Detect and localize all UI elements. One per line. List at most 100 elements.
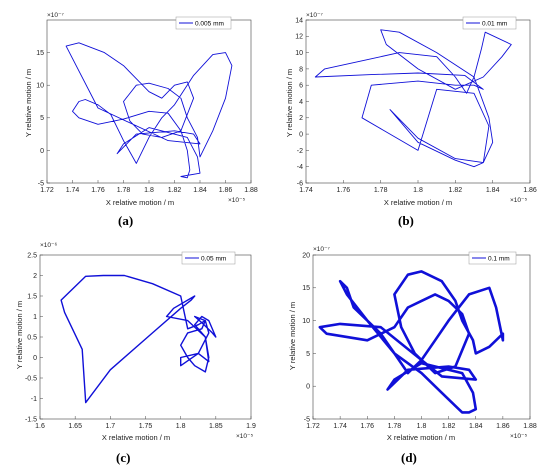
y-tick-label: -0.5 xyxy=(25,375,37,382)
x-exponent-label: ×10⁻⁵ xyxy=(228,197,245,204)
y-exponent-label: ×10⁻⁷ xyxy=(313,246,330,253)
x-tick-label: 1.76 xyxy=(91,187,105,194)
x-tick-label: 1.82 xyxy=(442,423,456,430)
plot-area-frame xyxy=(305,19,531,184)
y-tick-label: 20 xyxy=(302,252,310,259)
x-tick-label: 1.75 xyxy=(139,423,153,430)
y-tick-label: 8 xyxy=(299,66,303,73)
plot-area-frame xyxy=(39,254,252,420)
y-tick-label: 2 xyxy=(299,115,303,122)
x-tick-label: 1.8 xyxy=(417,423,427,430)
y-tick-label: -5 xyxy=(38,180,44,187)
y-axis-label: Y relative motion / m xyxy=(285,69,294,137)
legend-box xyxy=(175,16,232,30)
x-tick-label: 1.76 xyxy=(360,423,374,430)
y-tick-label: -6 xyxy=(297,180,303,187)
x-tick-label: 1.78 xyxy=(388,423,402,430)
y-tick-label: 0.5 xyxy=(27,334,37,341)
plot-area-frame xyxy=(46,19,252,184)
x-tick-label: 1.78 xyxy=(374,187,388,194)
y-tick-label: -5 xyxy=(304,416,310,423)
x-tick-label: 1.86 xyxy=(496,423,510,430)
x-tick-label: 1.8 xyxy=(413,187,423,194)
x-axis-label: X relative motion / m xyxy=(387,433,455,442)
y-tick-label: 10 xyxy=(295,50,303,57)
x-tick-label: 1.65 xyxy=(68,423,82,430)
legend: 0.01 mm xyxy=(462,16,517,30)
x-tick-label: 1.8 xyxy=(144,187,154,194)
x-tick-label: 1.8 xyxy=(176,423,186,430)
x-exponent-label: ×10⁻⁵ xyxy=(510,197,527,204)
series-line xyxy=(314,29,512,168)
x-axis-label: X relative motion / m xyxy=(106,198,174,207)
chart-panel-c: ×10⁻⁶ ×10⁻⁵ X relative motion / m Y rela… xyxy=(15,242,256,465)
legend: 0.1 mm xyxy=(468,251,517,265)
x-tick-label: 1.88 xyxy=(244,187,258,194)
y-tick-label: 2 xyxy=(33,273,37,280)
x-tick-label: 1.84 xyxy=(469,423,483,430)
x-tick-label: 1.85 xyxy=(209,423,223,430)
chart-panel-d: ×10⁻⁷ ×10⁻⁵ X relative motion / m Y rela… xyxy=(288,246,537,465)
series-line xyxy=(65,42,233,179)
x-tick-label: 1.9 xyxy=(246,423,256,430)
x-tick-label: 1.84 xyxy=(193,187,207,194)
legend-box xyxy=(181,251,236,265)
y-tick-label: 4 xyxy=(299,99,303,106)
x-tick-label: 1.6 xyxy=(35,423,45,430)
x-tick-label: 1.86 xyxy=(523,187,537,194)
y-tick-label: 15 xyxy=(302,285,310,292)
x-exponent-label: ×10⁻⁵ xyxy=(236,433,253,440)
y-tick-label: -2 xyxy=(297,148,303,155)
series-line xyxy=(318,270,505,414)
y-exponent-label: ×10⁻⁶ xyxy=(40,242,57,249)
x-tick-label: 1.74 xyxy=(299,187,313,194)
x-tick-label: 1.78 xyxy=(117,187,131,194)
x-tick-label: 1.7 xyxy=(105,423,115,430)
y-tick-label: 5 xyxy=(40,115,44,122)
legend: 0.05 mm xyxy=(181,251,236,265)
y-tick-label: 5 xyxy=(306,351,310,358)
y-exponent-label: ×10⁻⁷ xyxy=(306,12,323,19)
y-axis-label: Y relative motion / m xyxy=(15,301,24,369)
y-tick-label: -4 xyxy=(297,164,303,171)
y-tick-label: -1 xyxy=(31,396,37,403)
y-exponent-label: ×10⁻⁷ xyxy=(47,12,64,19)
legend-label: 0.01 mm xyxy=(482,21,507,28)
y-tick-label: 2.5 xyxy=(27,252,37,259)
series-line xyxy=(60,274,217,404)
y-tick-label: 0 xyxy=(40,148,44,155)
y-tick-label: 12 xyxy=(295,34,303,41)
panel-label-b: (b) xyxy=(398,213,414,228)
x-tick-label: 1.82 xyxy=(168,187,182,194)
x-tick-label: 1.74 xyxy=(333,423,347,430)
panel-label-a: (a) xyxy=(118,213,133,228)
legend-label: 0.005 mm xyxy=(195,21,224,28)
x-tick-label: 1.82 xyxy=(449,187,463,194)
x-tick-label: 1.72 xyxy=(306,423,320,430)
legend: 0.005 mm xyxy=(175,16,232,30)
y-tick-label: 1.5 xyxy=(27,293,37,300)
y-tick-label: 0 xyxy=(33,355,37,362)
y-axis-label: Y relative motion / m xyxy=(288,302,297,370)
y-tick-label: 0 xyxy=(299,132,303,139)
x-tick-label: 1.86 xyxy=(219,187,233,194)
chart-panel-b: ×10⁻⁷ ×10⁻⁵ X relative motion / m Y rela… xyxy=(285,12,537,228)
legend-label: 0.05 mm xyxy=(201,256,226,263)
legend-label: 0.1 mm xyxy=(488,256,510,263)
x-exponent-label: ×10⁻⁵ xyxy=(510,433,527,440)
x-tick-label: 1.84 xyxy=(486,187,500,194)
y-tick-label: 14 xyxy=(295,17,303,24)
x-tick-label: 1.76 xyxy=(337,187,351,194)
x-tick-label: 1.72 xyxy=(40,187,54,194)
y-tick-label: 1 xyxy=(33,314,37,321)
y-tick-label: 10 xyxy=(302,318,310,325)
y-axis-label: Y relative motion / m xyxy=(24,69,33,137)
x-tick-label: 1.88 xyxy=(523,423,537,430)
chart-panel-a: ×10⁻⁷ ×10⁻⁵ X relative motion / m Y rela… xyxy=(24,12,258,228)
y-tick-label: -1.5 xyxy=(25,416,37,423)
legend-box xyxy=(462,16,517,30)
y-tick-label: 15 xyxy=(36,50,44,57)
x-tick-label: 1.74 xyxy=(66,187,80,194)
y-tick-label: 10 xyxy=(36,83,44,90)
